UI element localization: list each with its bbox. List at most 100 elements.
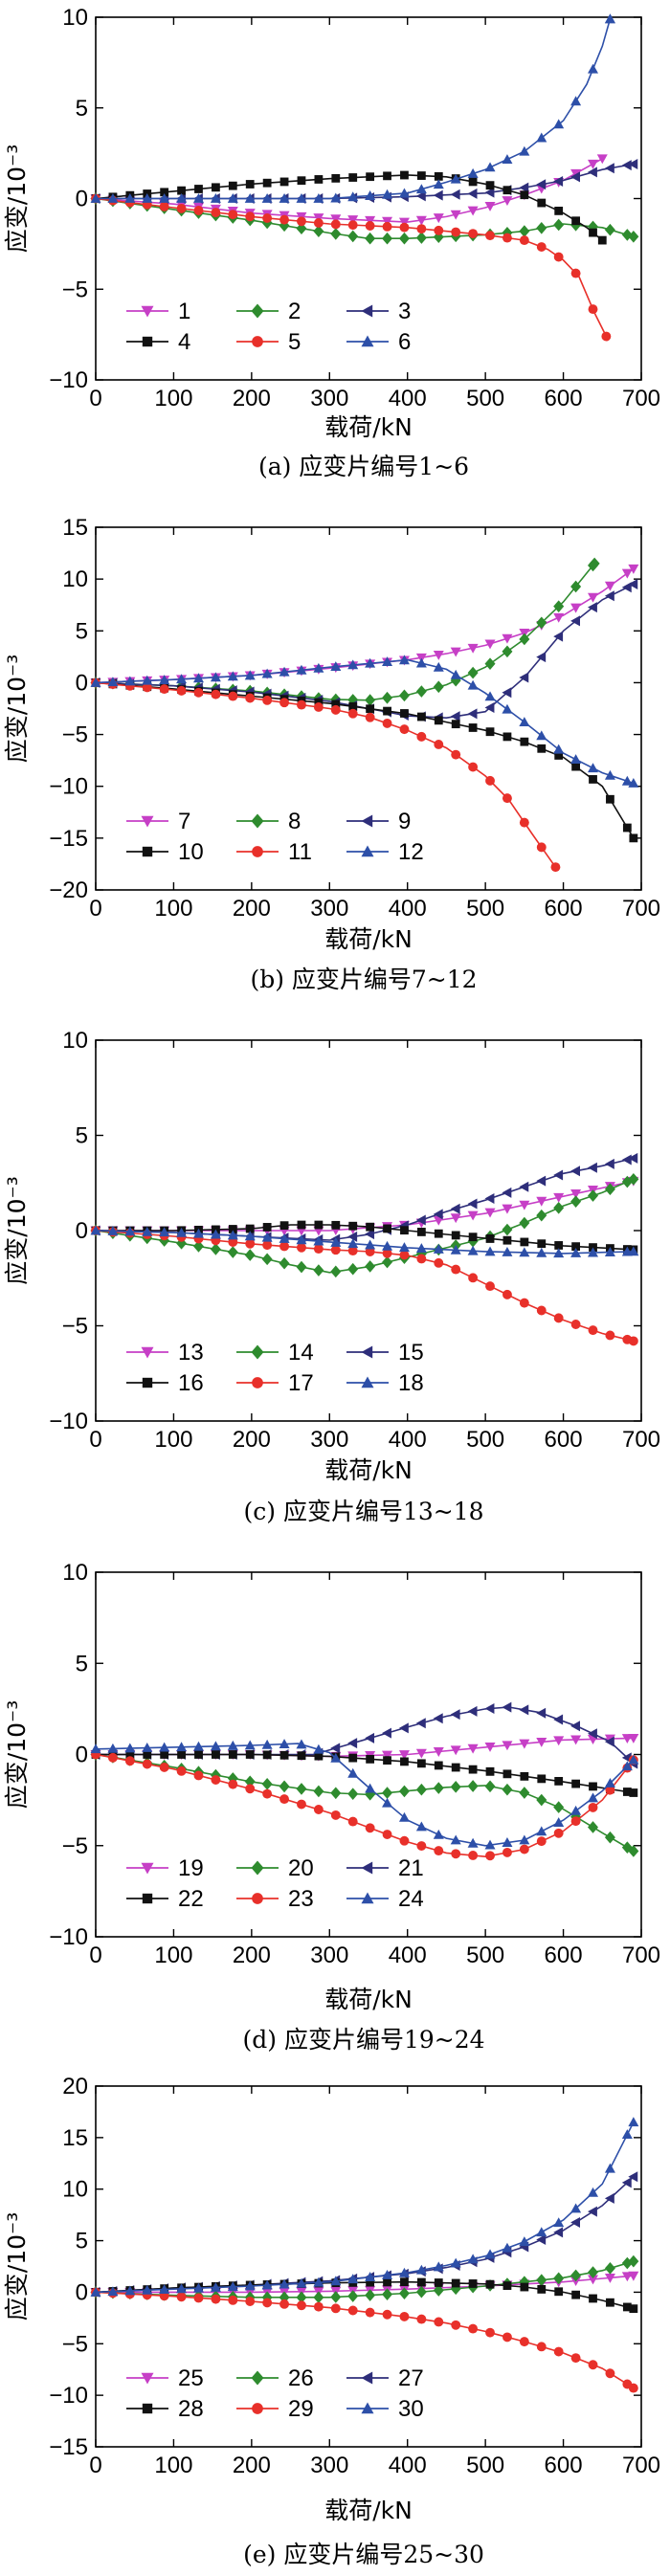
data-point-5: [519, 235, 529, 246]
data-point-8: [365, 694, 376, 706]
x-tick-label: 300: [310, 1427, 348, 1453]
y-tick-label: 5: [76, 96, 88, 122]
legend-marker: [361, 814, 373, 828]
x-tick-label: 500: [466, 1427, 504, 1453]
data-point-17: [313, 1244, 324, 1255]
series-line-4: [95, 174, 603, 241]
data-point-17: [279, 1241, 290, 1252]
data-point-2: [365, 232, 376, 245]
legend-label: 21: [398, 1855, 424, 1881]
x-tick-label: 400: [389, 896, 427, 922]
y-tick-label: −5: [62, 1314, 88, 1340]
data-point-12: [467, 679, 479, 690]
legend-label: 23: [288, 1886, 314, 1912]
data-point-26: [536, 2274, 547, 2287]
data-point-29: [570, 2353, 581, 2364]
data-point-11: [550, 862, 561, 873]
data-point-5: [330, 219, 341, 230]
data-point-24: [330, 1752, 342, 1763]
data-point-15: [450, 1203, 460, 1214]
data-point-13: [536, 1196, 547, 1207]
legend-item: 23: [236, 1886, 314, 1912]
data-point-12: [484, 691, 496, 701]
series-line-30: [95, 2121, 635, 2294]
data-point-6: [227, 193, 238, 203]
data-point-29: [434, 2317, 444, 2327]
data-point-6: [467, 167, 479, 178]
x-tick-label: 300: [310, 2453, 348, 2478]
data-point-14: [330, 1265, 342, 1278]
data-point-6: [142, 193, 153, 203]
data-point-3: [484, 187, 495, 198]
data-point-4: [468, 177, 478, 187]
data-point-13: [502, 1204, 513, 1214]
legend-label: 18: [398, 1370, 424, 1396]
data-point-1: [398, 217, 410, 228]
data-point-12: [588, 763, 599, 773]
data-point-4: [400, 170, 409, 180]
data-point-28: [571, 2290, 580, 2299]
data-point-23: [605, 1785, 615, 1795]
legend-marker: [361, 304, 373, 318]
data-point-18: [628, 1246, 639, 1256]
data-point-5: [434, 225, 444, 235]
data-point-7: [628, 564, 639, 574]
data-point-20: [433, 1782, 444, 1794]
data-point-12: [142, 675, 153, 685]
legend-marker: [141, 2372, 154, 2385]
x-tick-label: 300: [310, 896, 348, 922]
data-point-17: [347, 1246, 358, 1256]
data-point-12: [176, 674, 188, 684]
data-point-18: [588, 1247, 599, 1257]
series-line-27: [95, 2176, 635, 2294]
data-point-9: [570, 615, 580, 627]
data-point-15: [415, 1214, 426, 1226]
data-point-10: [520, 737, 529, 746]
legend-label: 8: [288, 809, 301, 834]
data-point-30: [142, 2284, 153, 2295]
data-point-18: [244, 1231, 256, 1241]
data-point-9: [628, 579, 638, 590]
data-point-29: [279, 2298, 290, 2309]
data-point-17: [245, 1238, 256, 1249]
data-point-16: [554, 1241, 564, 1250]
data-point-10: [606, 794, 614, 804]
data-point-23: [570, 1816, 581, 1827]
data-point-23: [347, 1816, 358, 1827]
x-tick-label: 600: [545, 1427, 583, 1453]
data-point-14: [536, 1209, 547, 1222]
data-point-5: [536, 242, 547, 252]
data-point-18: [347, 1238, 359, 1249]
data-point-17: [451, 1264, 461, 1275]
data-point-28: [629, 2304, 638, 2314]
data-point-20: [519, 1787, 530, 1799]
x-tick-label: 100: [154, 2453, 192, 2478]
data-point-14: [382, 1255, 393, 1269]
y-tick-label: 10: [62, 1028, 88, 1054]
data-point-24: [502, 1837, 513, 1847]
data-point-28: [554, 2287, 564, 2297]
data-point-23: [330, 1810, 341, 1820]
data-point-12: [330, 661, 342, 671]
legend: 25 26 27 28 29 30: [126, 2365, 424, 2422]
x-tick-label: 600: [545, 1943, 583, 1968]
legend-item: 22: [126, 1886, 204, 1912]
data-point-21: [433, 1713, 443, 1724]
data-point-21: [382, 1727, 391, 1739]
chart-caption: (c) 应变片编号13~18: [243, 1498, 483, 1525]
legend-item: 8: [236, 809, 301, 834]
data-point-4: [520, 190, 529, 200]
data-point-11: [245, 693, 256, 703]
data-point-16: [228, 1225, 237, 1233]
data-point-30: [176, 2283, 188, 2294]
legend-item: 2: [236, 299, 301, 324]
data-point-11: [279, 698, 290, 708]
data-point-28: [468, 2279, 478, 2288]
data-point-20: [398, 1785, 410, 1798]
legend-item: 29: [236, 2396, 314, 2422]
data-point-24: [227, 1740, 238, 1750]
data-point-23: [416, 1841, 427, 1852]
data-point-4: [537, 198, 547, 208]
data-point-23: [468, 1851, 479, 1860]
data-point-25: [628, 2271, 639, 2281]
